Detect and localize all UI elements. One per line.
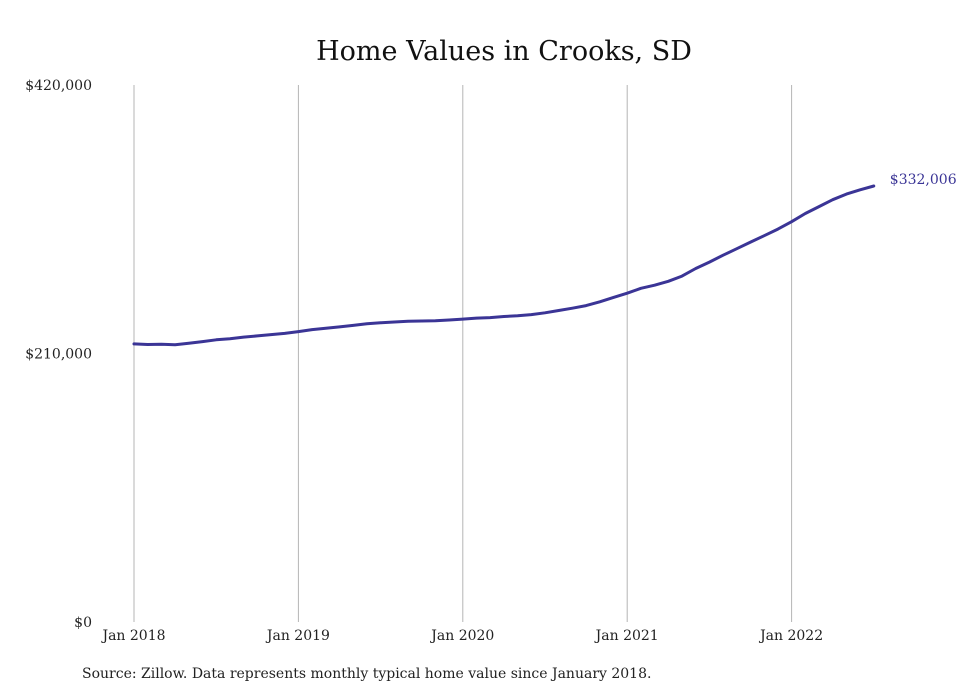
x-tick-label: Jan 2018 xyxy=(100,628,165,644)
data-point xyxy=(585,304,588,307)
data-point xyxy=(708,261,711,264)
x-tick-label: Jan 2021 xyxy=(594,628,659,644)
data-point xyxy=(804,212,807,215)
data-point xyxy=(776,228,779,231)
data-point xyxy=(763,234,766,237)
data-point xyxy=(667,280,670,283)
data-point xyxy=(681,275,683,278)
end-value-label: $332,006 xyxy=(890,172,957,188)
vertical-gridlines xyxy=(133,85,793,622)
data-points xyxy=(133,185,875,346)
data-point xyxy=(516,314,519,317)
data-point xyxy=(818,205,820,208)
data-point xyxy=(489,316,492,319)
x-tick-label: Jan 2020 xyxy=(429,628,494,644)
data-point xyxy=(502,315,505,318)
data-point xyxy=(735,247,738,250)
data-point xyxy=(475,317,478,320)
data-point xyxy=(352,324,355,327)
data-point xyxy=(448,319,451,321)
data-point xyxy=(311,328,314,331)
data-point xyxy=(790,220,793,223)
data-point xyxy=(160,343,163,346)
data-point xyxy=(845,193,848,196)
data-point xyxy=(338,325,341,328)
data-point xyxy=(256,334,259,337)
data-point xyxy=(653,284,656,287)
data-point xyxy=(365,322,368,325)
y-tick-label: $210,000 xyxy=(25,347,92,363)
x-tick-label: Jan 2019 xyxy=(265,628,330,644)
data-point xyxy=(859,188,862,191)
chart-title: Home Values in Crooks, SD xyxy=(316,36,692,67)
data-point xyxy=(544,311,546,314)
data-point xyxy=(228,337,231,340)
y-tick-label: $0 xyxy=(74,615,92,631)
data-point xyxy=(379,321,382,324)
data-point xyxy=(201,340,204,343)
data-point xyxy=(174,343,177,346)
data-point xyxy=(283,332,286,335)
data-point xyxy=(626,292,629,295)
data-point xyxy=(557,309,560,312)
y-tick-label: $420,000 xyxy=(25,78,92,94)
x-tick-label: Jan 2022 xyxy=(758,628,823,644)
data-point xyxy=(461,318,464,321)
data-point xyxy=(324,327,327,330)
data-point xyxy=(530,313,533,316)
data-point xyxy=(215,338,218,341)
data-point xyxy=(407,320,409,323)
data-point xyxy=(694,267,697,270)
data-point xyxy=(872,185,875,187)
data-point xyxy=(242,336,245,339)
data-point xyxy=(639,287,642,290)
data-point xyxy=(297,330,300,333)
home-value-line xyxy=(132,184,876,347)
data-point xyxy=(571,307,574,310)
data-point xyxy=(612,296,615,299)
y-axis-tick-labels: $0 $210,000 $420,000 xyxy=(25,78,92,631)
data-point xyxy=(598,300,601,303)
source-note: Source: Zillow. Data represents monthly … xyxy=(82,666,652,682)
data-point xyxy=(393,321,396,323)
data-point xyxy=(187,342,190,345)
data-point xyxy=(420,320,423,322)
x-axis-tick-labels: Jan 2018 Jan 2019 Jan 2020 Jan 2021 Jan 2022 xyxy=(100,628,823,644)
data-point xyxy=(722,254,725,257)
data-point xyxy=(270,333,272,336)
data-point xyxy=(749,241,752,244)
data-point xyxy=(831,198,834,201)
data-point xyxy=(434,319,437,322)
data-point xyxy=(133,342,135,345)
data-point xyxy=(146,343,149,346)
